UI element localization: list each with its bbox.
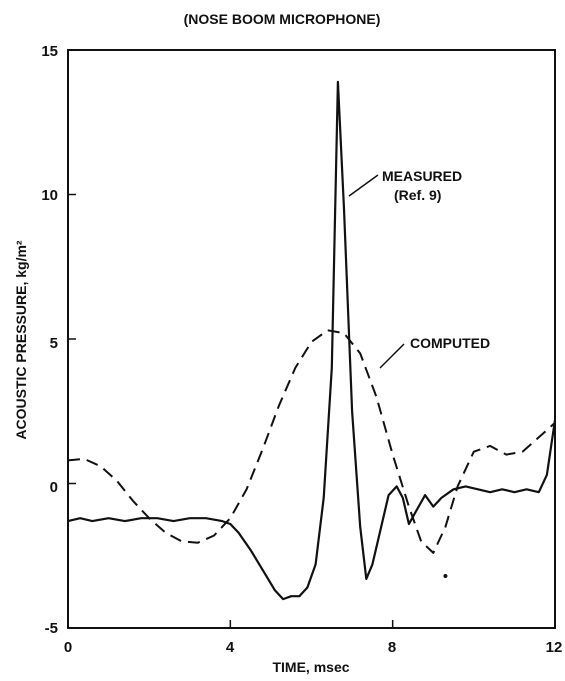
x-tick-label: 4 bbox=[226, 639, 235, 656]
x-tick-label: 0 bbox=[64, 639, 72, 656]
computed-annotation: COMPUTED bbox=[410, 335, 490, 351]
stray-dot bbox=[443, 573, 448, 578]
x-axis-label: TIME, msec bbox=[272, 659, 349, 675]
y-tick-label: 15 bbox=[41, 43, 58, 60]
y-axis-label: ACOUSTIC PRESSURE, kg/m² bbox=[13, 240, 29, 439]
y-tick-label: 5 bbox=[50, 335, 58, 352]
chart-title: (NOSE BOOM MICROPHONE) bbox=[184, 11, 381, 27]
measured-annotation-ref: (Ref. 9) bbox=[394, 187, 441, 203]
x-tick-label: 8 bbox=[388, 639, 396, 656]
computed-leader-line bbox=[379, 343, 405, 369]
measured-leader-line bbox=[348, 174, 379, 197]
measured-annotation: MEASURED bbox=[382, 168, 462, 184]
x-tick-label: 12 bbox=[546, 639, 563, 656]
y-tick-label: -5 bbox=[45, 620, 58, 637]
axis-ticks bbox=[67, 49, 556, 629]
y-tick-label: 0 bbox=[50, 479, 58, 496]
series-line-measured bbox=[67, 80, 557, 601]
series-line-computed bbox=[67, 329, 556, 554]
y-tick-label: 10 bbox=[41, 187, 58, 204]
series-layer bbox=[67, 80, 557, 601]
